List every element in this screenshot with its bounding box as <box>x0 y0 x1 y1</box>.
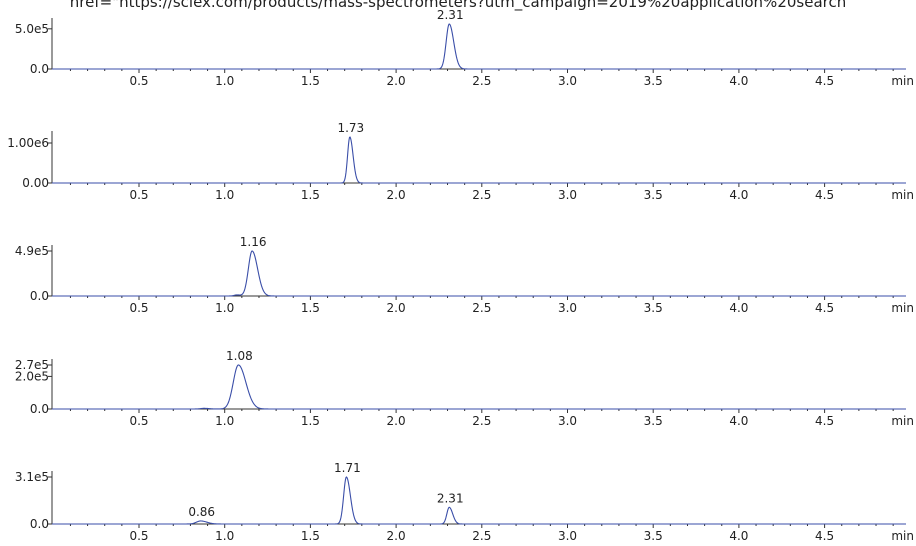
x-tick-label: 2.0 <box>387 529 406 543</box>
chromatogram-panel-2: 0.5 1.0 1.5 2.0 2.5 3.0 3.5 4.0 4.5 min 0.00 1.00e6… <box>7 121 914 202</box>
x-tick-label: 0.5 <box>129 188 148 202</box>
peak-rt-label: 2.31 <box>437 491 464 505</box>
y-tick-label: 4.9e5 <box>15 244 49 258</box>
peak-rt-label: 1.71 <box>334 461 361 475</box>
chromatogram-panel-4: 0.5 1.0 1.5 2.0 2.5 3.0 3.5 4.0 4.5 min 0.0 2.0e52.… <box>15 349 914 428</box>
y-tick-label: 1.00e6 <box>7 136 49 150</box>
peak-rt-label: 0.86 <box>188 505 215 519</box>
x-tick-label: 2.0 <box>387 414 406 428</box>
x-tick-label: 1.0 <box>215 188 234 202</box>
x-tick-label: 3.0 <box>558 74 577 88</box>
x-tick-label: 2.5 <box>472 188 491 202</box>
x-tick-label: 4.0 <box>729 301 748 315</box>
peak-rt-label: 1.16 <box>240 235 267 249</box>
x-tick-label: 2.0 <box>387 301 406 315</box>
y-tick-label: 3.1e5 <box>15 470 49 484</box>
x-tick-label: 0.5 <box>129 414 148 428</box>
x-axis-unit-label: min <box>891 529 914 543</box>
x-tick-label: 1.0 <box>215 301 234 315</box>
x-tick-label: 3.5 <box>644 529 663 543</box>
chromatogram-panel-5: 0.5 1.0 1.5 2.0 2.5 3.0 3.5 4.0 4.5 min 0.0 3.1e5 1.… <box>15 461 914 543</box>
x-tick-label: 3.5 <box>644 301 663 315</box>
x-tick-label: 1.0 <box>215 74 234 88</box>
page-header-text: href="https://sciex.com/products/mass-sp… <box>69 0 847 11</box>
x-tick-label: 3.5 <box>644 188 663 202</box>
chromatogram-trace <box>52 364 906 410</box>
x-tick-label: 4.0 <box>729 74 748 88</box>
y-tick-label: 0.00 <box>22 176 49 190</box>
x-tick-label: 4.0 <box>729 529 748 543</box>
x-tick-label: 2.5 <box>472 414 491 428</box>
y-tick-label: 2.0e5 <box>15 369 49 383</box>
x-axis-unit-label: min <box>891 414 914 428</box>
chromatogram-trace <box>52 136 906 184</box>
x-tick-label: 1.5 <box>301 529 320 543</box>
x-tick-label: 0.5 <box>129 301 148 315</box>
y-tick-label: 0.0 <box>30 289 49 303</box>
x-tick-label: 0.5 <box>129 74 148 88</box>
x-tick-label: 0.5 <box>129 529 148 543</box>
x-tick-label: 4.5 <box>815 529 834 543</box>
x-tick-label: 3.0 <box>558 188 577 202</box>
x-tick-label: 3.0 <box>558 529 577 543</box>
x-tick-label: 1.0 <box>215 414 234 428</box>
peak-rt-label: 2.31 <box>437 8 464 22</box>
x-tick-label: 4.5 <box>815 301 834 315</box>
x-axis-unit-label: min <box>891 188 914 202</box>
x-tick-label: 1.5 <box>301 188 320 202</box>
y-tick-label: 2.7e5 <box>15 358 49 372</box>
x-tick-label: 4.0 <box>729 414 748 428</box>
x-tick-label: 3.5 <box>644 414 663 428</box>
chromatogram-trace <box>52 23 906 70</box>
chromatogram-panel-3: 0.5 1.0 1.5 2.0 2.5 3.0 3.5 4.0 4.5 min 0.0 4.9e5 1.… <box>15 235 914 315</box>
x-tick-label: 4.5 <box>815 188 834 202</box>
y-tick-label: 5.0e5 <box>15 22 49 36</box>
y-tick-label: 0.0 <box>30 517 49 531</box>
x-tick-label: 2.5 <box>472 74 491 88</box>
x-tick-label: 3.5 <box>644 74 663 88</box>
x-tick-label: 2.5 <box>472 301 491 315</box>
x-tick-label: 4.0 <box>729 188 748 202</box>
x-axis-unit-label: min <box>891 301 914 315</box>
x-tick-label: 1.5 <box>301 414 320 428</box>
x-tick-label: 1.5 <box>301 301 320 315</box>
x-axis-unit-label: min <box>891 74 914 88</box>
y-tick-label: 0.0 <box>30 62 49 76</box>
peak-rt-label: 1.73 <box>337 121 364 135</box>
x-tick-label: 3.0 <box>558 301 577 315</box>
x-tick-label: 2.0 <box>387 188 406 202</box>
chromatogram-trace <box>52 476 906 525</box>
x-tick-label: 1.5 <box>301 74 320 88</box>
x-tick-label: 4.5 <box>815 414 834 428</box>
x-tick-label: 3.0 <box>558 414 577 428</box>
x-tick-label: 2.0 <box>387 74 406 88</box>
y-tick-label: 0.0 <box>30 402 49 416</box>
peak-rt-label: 1.08 <box>226 349 253 363</box>
x-tick-label: 4.5 <box>815 74 834 88</box>
chromatogram-panel-1: 0.5 1.0 1.5 2.0 2.5 3.0 3.5 4.0 4.5 min 0.0 5.0e5 2.… <box>15 8 914 88</box>
chromatogram-trace <box>52 250 906 297</box>
x-tick-label: 2.5 <box>472 529 491 543</box>
x-tick-label: 1.0 <box>215 529 234 543</box>
